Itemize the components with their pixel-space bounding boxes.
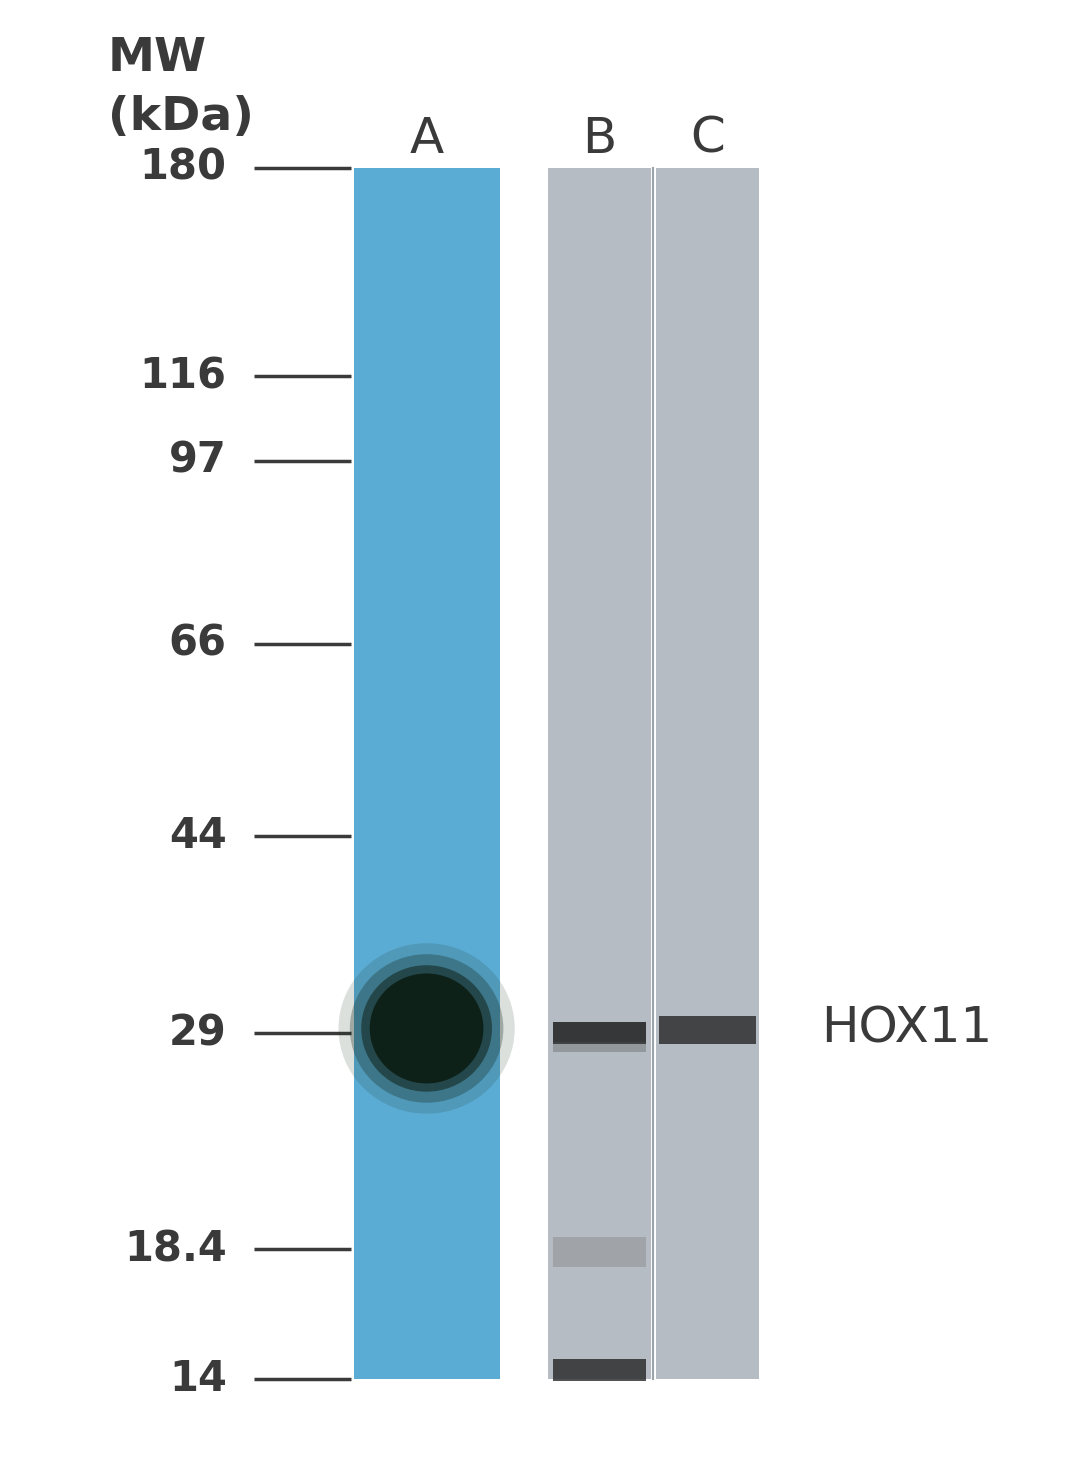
Bar [549,168,651,1379]
Bar [553,1237,646,1268]
Text: C: C [690,115,725,162]
Text: (kDa): (kDa) [108,95,254,140]
Text: 116: 116 [139,355,227,397]
Text: A: A [409,115,444,162]
Text: 180: 180 [139,147,227,188]
Text: 29: 29 [170,1013,227,1055]
Bar [657,168,759,1379]
Bar [553,1042,646,1052]
Bar [354,168,500,1379]
Text: 44: 44 [170,814,227,856]
Text: 18.4: 18.4 [124,1228,227,1271]
Ellipse shape [350,954,503,1103]
Bar [553,1023,646,1045]
Text: B: B [582,115,617,162]
Text: 66: 66 [168,623,227,664]
Ellipse shape [369,973,484,1084]
Ellipse shape [338,943,515,1113]
Bar [553,1358,646,1380]
Bar [659,1017,756,1045]
Text: MW: MW [108,36,207,82]
Text: 14: 14 [168,1358,227,1399]
Text: HOX11: HOX11 [821,1004,993,1052]
Ellipse shape [361,966,492,1091]
Text: 97: 97 [168,441,227,481]
